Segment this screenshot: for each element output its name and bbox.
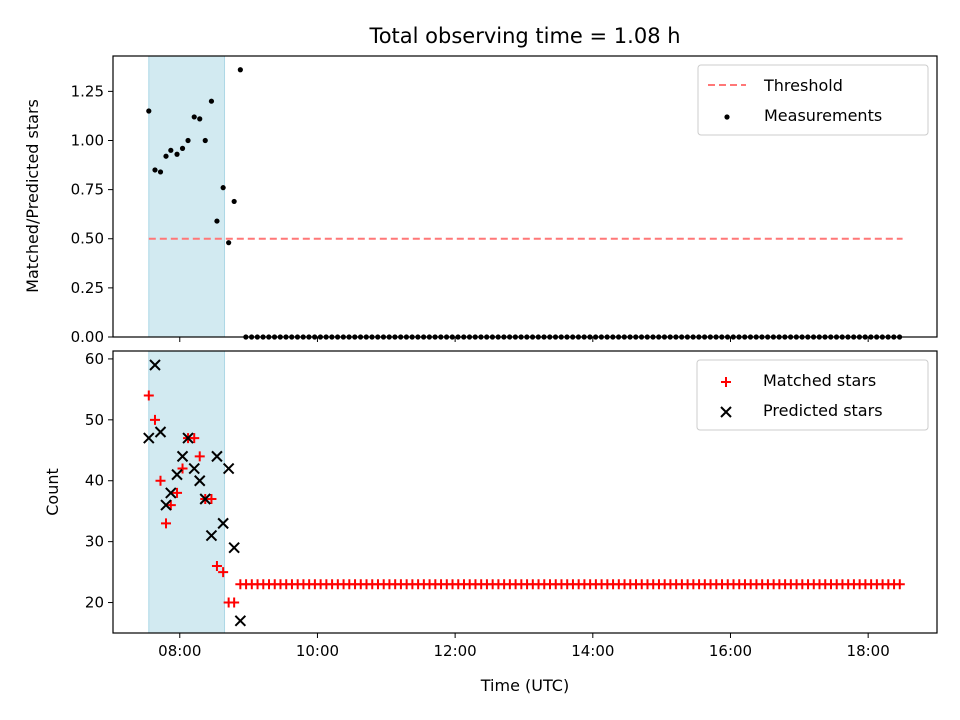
y-tick-label: 1.00 <box>71 131 104 149</box>
legend-box <box>697 64 929 136</box>
data-point <box>176 450 189 463</box>
legend-label: Matched stars <box>763 371 876 390</box>
data-point <box>222 462 235 475</box>
y-tick-label: 30 <box>85 533 104 551</box>
data-point <box>226 240 232 246</box>
x-tick-label: 16:00 <box>709 642 752 660</box>
data-point <box>214 218 220 224</box>
legend: Threshold Measurements <box>697 64 929 136</box>
legend: Matched stars Predicted stars <box>696 359 929 431</box>
data-point <box>194 451 205 462</box>
y-tick-label: 40 <box>85 472 104 490</box>
legend-swatch <box>721 377 731 387</box>
data-point <box>174 151 180 157</box>
data-point <box>143 432 155 444</box>
data-point <box>229 597 240 608</box>
data-point <box>185 137 191 144</box>
data-point <box>231 198 237 205</box>
y-tick-label: 20 <box>85 594 104 612</box>
y-tick-label: 1.25 <box>71 82 104 100</box>
data-point <box>202 137 208 144</box>
data-point <box>234 615 247 627</box>
ratio-panel: 0.00 0.25 0.50 0.75 1.00 1.25 Threshold Measure… <box>71 55 938 346</box>
y-axis-label-count: Count <box>43 468 62 516</box>
data-point <box>189 433 200 444</box>
data-point <box>172 487 183 498</box>
data-point <box>143 390 154 401</box>
plot-frame <box>112 350 938 634</box>
data-point <box>171 468 183 481</box>
data-point <box>155 475 166 486</box>
data-point <box>199 493 211 505</box>
series-0 <box>143 390 905 608</box>
data-point <box>163 153 169 159</box>
data-point <box>217 517 229 530</box>
data-point <box>161 518 172 529</box>
legend-label: Measurements <box>764 106 882 125</box>
series-1 <box>143 359 247 627</box>
legend-swatch <box>724 114 730 120</box>
data-point <box>160 499 172 511</box>
data-point <box>152 167 158 173</box>
y-tick-label: 0.75 <box>71 181 104 199</box>
data-point <box>218 567 229 578</box>
data-point <box>154 426 167 438</box>
legend-swatch <box>720 406 732 418</box>
y-tick-label: 0.25 <box>71 279 104 297</box>
chart-title: Total observing time = 1.08 h <box>368 24 680 48</box>
x-tick-label: 14:00 <box>571 642 614 660</box>
x-axis-label: Time (UTC) <box>480 676 569 695</box>
data-point <box>220 185 226 191</box>
plot-frame <box>112 55 938 338</box>
data-point <box>197 116 203 122</box>
data-point <box>177 463 188 474</box>
data-point <box>211 561 222 572</box>
y-tick-label: 50 <box>85 411 104 429</box>
observing-window-band <box>148 55 226 338</box>
data-point <box>146 108 152 114</box>
data-point <box>182 432 194 444</box>
data-point <box>208 98 215 104</box>
data-point <box>191 114 197 120</box>
y-axis-label-ratio: Matched/Predicted stars <box>23 99 42 293</box>
count-panel: 20 30 40 50 60 08:00 10:00 12:00 14:00 16:00 18:00… <box>85 350 938 660</box>
data-point <box>168 147 174 153</box>
data-point <box>165 500 176 511</box>
data-point <box>894 579 905 590</box>
y-tick-label: 60 <box>85 350 104 368</box>
legend-label: Threshold <box>763 76 843 95</box>
data-point <box>157 169 164 175</box>
y-tick-label: 0.00 <box>71 328 104 346</box>
data-point <box>165 487 177 499</box>
data-point <box>149 414 160 425</box>
x-tick-label: 12:00 <box>434 642 477 660</box>
data-point <box>206 494 217 505</box>
data-point <box>188 462 200 475</box>
data-point <box>149 359 161 371</box>
data-point <box>194 475 206 487</box>
data-point <box>179 145 186 151</box>
data-point <box>205 529 218 542</box>
data-point <box>211 450 223 463</box>
data-point <box>228 542 240 554</box>
x-tick-label: 18:00 <box>847 642 890 660</box>
x-tick-label: 10:00 <box>296 642 339 660</box>
y-tick-label: 0.50 <box>71 230 104 248</box>
observing-window-band <box>148 350 226 634</box>
x-tick-label: 08:00 <box>158 642 201 660</box>
legend-box <box>696 359 929 431</box>
data-point <box>237 67 243 73</box>
legend-label: Predicted stars <box>763 401 883 420</box>
